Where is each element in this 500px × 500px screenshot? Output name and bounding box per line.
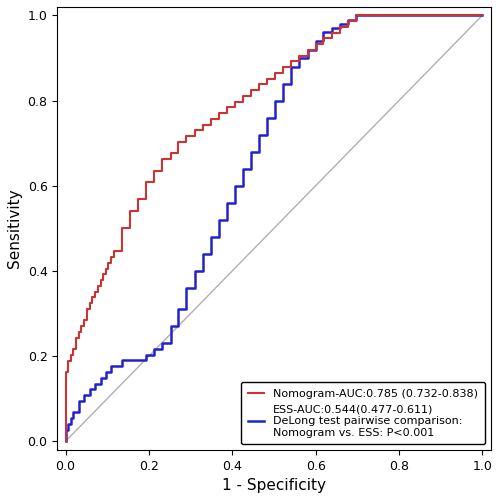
X-axis label: 1 - Specificity: 1 - Specificity: [222, 478, 326, 493]
Y-axis label: Sensitivity: Sensitivity: [7, 188, 22, 268]
Legend: Nomogram-AUC:0.785 (0.732-0.838), ESS-AUC:0.544(0.477-0.611)
DeLong test pairwis: Nomogram-AUC:0.785 (0.732-0.838), ESS-AU…: [241, 382, 485, 444]
